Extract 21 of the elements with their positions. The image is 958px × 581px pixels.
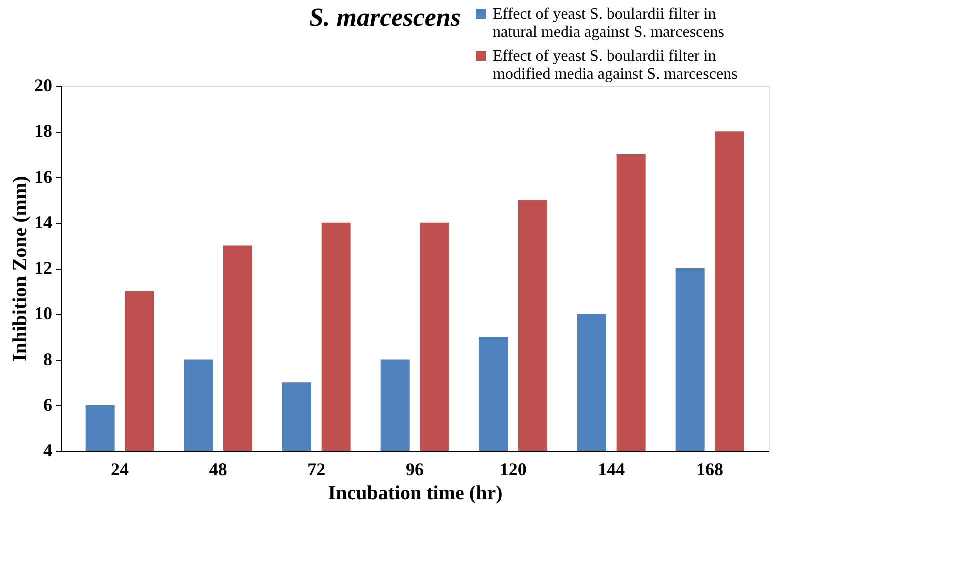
x-tick-label: 144 xyxy=(598,460,626,480)
y-tick-label: 10 xyxy=(34,304,52,324)
y-tick-label: 12 xyxy=(34,258,52,278)
y-tick-label: 18 xyxy=(34,121,52,142)
chart-title: S. marcescens xyxy=(309,3,461,32)
x-tick-label: 168 xyxy=(696,460,724,480)
legend-label: Effect of yeast S. boulardii filter in natural media against S. marcescens xyxy=(493,6,724,41)
x-tick-label: 24 xyxy=(111,460,129,480)
legend-label: Effect of yeast S. boulardii filter in modified media against S. marcescens xyxy=(493,48,738,83)
x-tick-label: 72 xyxy=(308,460,326,480)
y-tick-label: 4 xyxy=(44,440,52,460)
y-axis-title: Inhibition Zone (mm) xyxy=(10,176,32,362)
x-axis-title: Incubation time (hr) xyxy=(328,482,503,504)
x-tick-label: 120 xyxy=(500,460,527,480)
x-tick-label: 48 xyxy=(209,460,228,480)
y-tick-label: 16 xyxy=(34,166,52,187)
x-tick-label: 96 xyxy=(406,460,424,480)
y-tick-label: 20 xyxy=(34,76,52,96)
y-tick-label: 6 xyxy=(44,394,52,415)
y-tick-label: 14 xyxy=(34,212,52,232)
y-tick-label: 8 xyxy=(44,349,52,370)
